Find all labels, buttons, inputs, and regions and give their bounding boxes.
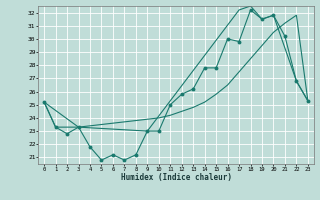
- X-axis label: Humidex (Indice chaleur): Humidex (Indice chaleur): [121, 173, 231, 182]
